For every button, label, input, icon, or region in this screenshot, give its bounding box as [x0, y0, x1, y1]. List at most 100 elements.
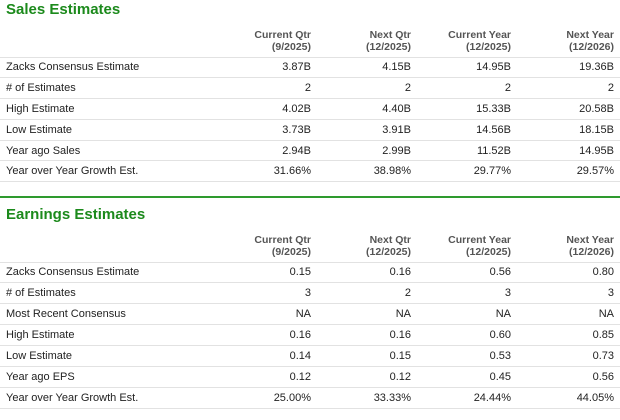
column-header: Current Year (12/2025) [417, 227, 517, 263]
sales-estimates-section: Sales Estimates Current Qtr (9/2025) Next… [0, 0, 620, 196]
earnings-estimates-title: Earnings Estimates [6, 206, 146, 223]
table-cell: 0.85 [517, 324, 620, 347]
table-cell: 2 [317, 77, 417, 100]
table-cell: 18.15B [517, 119, 620, 141]
table-cell: 4.15B [317, 57, 417, 79]
table-cell: 31.66% [210, 160, 317, 183]
sales-estimates-title: Sales Estimates [6, 1, 121, 18]
row-label: Year over Year Growth Est. [0, 387, 210, 409]
table-cell: 4.40B [317, 98, 417, 120]
table-cell: 0.73 [517, 345, 620, 367]
column-name: Next Year [566, 28, 614, 41]
table-row: Low Estimate 3.73B 3.91B 14.56B 18.15B [0, 119, 620, 141]
header-blank [0, 227, 210, 263]
table-cell: 3 [210, 282, 317, 305]
column-period: (12/2026) [569, 245, 614, 258]
column-name: Current Year [448, 233, 511, 246]
row-label: Low Estimate [0, 119, 210, 141]
column-header: Current Year (12/2025) [417, 22, 517, 58]
table-row: Year over Year Growth Est. 25.00% 33.33%… [0, 387, 620, 409]
table-row: Low Estimate 0.14 0.15 0.53 0.73 [0, 345, 620, 367]
table-cell: 0.56 [417, 262, 517, 284]
table-cell: 2 [210, 77, 317, 100]
table-cell: 14.56B [417, 119, 517, 141]
column-header: Next Qtr (12/2025) [317, 227, 417, 263]
column-header: Current Qtr (9/2025) [210, 22, 317, 58]
column-header: Next Year (12/2026) [517, 227, 620, 263]
table-cell: 0.16 [317, 324, 417, 347]
table-cell: 2 [317, 282, 417, 305]
row-label: # of Estimates [0, 282, 210, 305]
table-cell: 3.91B [317, 119, 417, 141]
row-label: Low Estimate [0, 345, 210, 367]
column-name: Current Qtr [254, 233, 311, 246]
table-cell: 2.94B [210, 140, 317, 162]
table-cell: 0.16 [210, 324, 317, 347]
table-cell: 29.57% [517, 160, 620, 183]
row-label: # of Estimates [0, 77, 210, 100]
table-row: High Estimate 4.02B 4.40B 15.33B 20.58B [0, 98, 620, 120]
table-cell: 38.98% [317, 160, 417, 183]
column-header: Next Qtr (12/2025) [317, 22, 417, 58]
column-period: (9/2025) [271, 245, 311, 258]
column-period: (9/2025) [271, 40, 311, 53]
table-cell: 19.36B [517, 57, 620, 79]
table-cell: 14.95B [517, 140, 620, 162]
table-cell: NA [210, 303, 317, 326]
column-period: (12/2025) [466, 245, 511, 258]
table-cell: 11.52B [417, 140, 517, 162]
row-label: High Estimate [0, 98, 210, 120]
column-period: (12/2026) [569, 40, 614, 53]
table-cell: 20.58B [517, 98, 620, 120]
table-cell: 0.12 [317, 366, 417, 388]
column-period: (12/2025) [366, 40, 411, 53]
header-blank [0, 22, 210, 58]
column-name: Next Qtr [369, 28, 411, 41]
table-cell: 15.33B [417, 98, 517, 120]
table-cell: NA [517, 303, 620, 326]
row-label: Zacks Consensus Estimate [0, 57, 210, 79]
table-cell: 2.99B [317, 140, 417, 162]
sales-estimates-table: Current Qtr (9/2025) Next Qtr (12/2025) Cu… [0, 22, 620, 183]
table-row: Zacks Consensus Estimate 0.15 0.16 0.56 … [0, 262, 620, 284]
table-cell: 3.87B [210, 57, 317, 79]
table-cell: 2 [417, 77, 517, 100]
table-header-row: Current Qtr (9/2025) Next Qtr (12/2025) Cu… [0, 227, 620, 263]
column-header: Current Qtr (9/2025) [210, 227, 317, 263]
table-cell: 0.15 [317, 345, 417, 367]
table-cell: 3.73B [210, 119, 317, 141]
table-cell: 0.15 [210, 262, 317, 284]
row-label: Most Recent Consensus [0, 303, 210, 326]
table-cell: 24.44% [417, 387, 517, 409]
table-row: # of Estimates 2 2 2 2 [0, 77, 620, 100]
table-cell: 0.80 [517, 262, 620, 284]
column-name: Current Year [448, 28, 511, 41]
column-header: Next Year (12/2026) [517, 22, 620, 58]
table-cell: 3 [517, 282, 620, 305]
table-cell: 33.33% [317, 387, 417, 409]
table-cell: NA [417, 303, 517, 326]
column-period: (12/2025) [466, 40, 511, 53]
table-header-row: Current Qtr (9/2025) Next Qtr (12/2025) Cu… [0, 22, 620, 58]
column-name: Next Year [566, 233, 614, 246]
table-cell: 25.00% [210, 387, 317, 409]
table-row: Most Recent Consensus NA NA NA NA [0, 303, 620, 326]
table-cell: 14.95B [417, 57, 517, 79]
table-cell: 0.16 [317, 262, 417, 284]
table-row: # of Estimates 3 2 3 3 [0, 282, 620, 305]
table-row: High Estimate 0.16 0.16 0.60 0.85 [0, 324, 620, 347]
table-row: Zacks Consensus Estimate 3.87B 4.15B 14.… [0, 57, 620, 79]
row-label: High Estimate [0, 324, 210, 347]
earnings-estimates-table: Current Qtr (9/2025) Next Qtr (12/2025) Cu… [0, 227, 620, 409]
row-label: Year over Year Growth Est. [0, 160, 210, 183]
row-label: Year ago EPS [0, 366, 210, 388]
table-cell: 3 [417, 282, 517, 305]
column-name: Current Qtr [254, 28, 311, 41]
table-row: Year ago EPS 0.12 0.12 0.45 0.56 [0, 366, 620, 388]
row-label: Zacks Consensus Estimate [0, 262, 210, 284]
table-row: Year over Year Growth Est. 31.66% 38.98%… [0, 160, 620, 183]
column-name: Next Qtr [369, 233, 411, 246]
table-cell: 4.02B [210, 98, 317, 120]
table-cell: 29.77% [417, 160, 517, 183]
table-cell: 0.53 [417, 345, 517, 367]
